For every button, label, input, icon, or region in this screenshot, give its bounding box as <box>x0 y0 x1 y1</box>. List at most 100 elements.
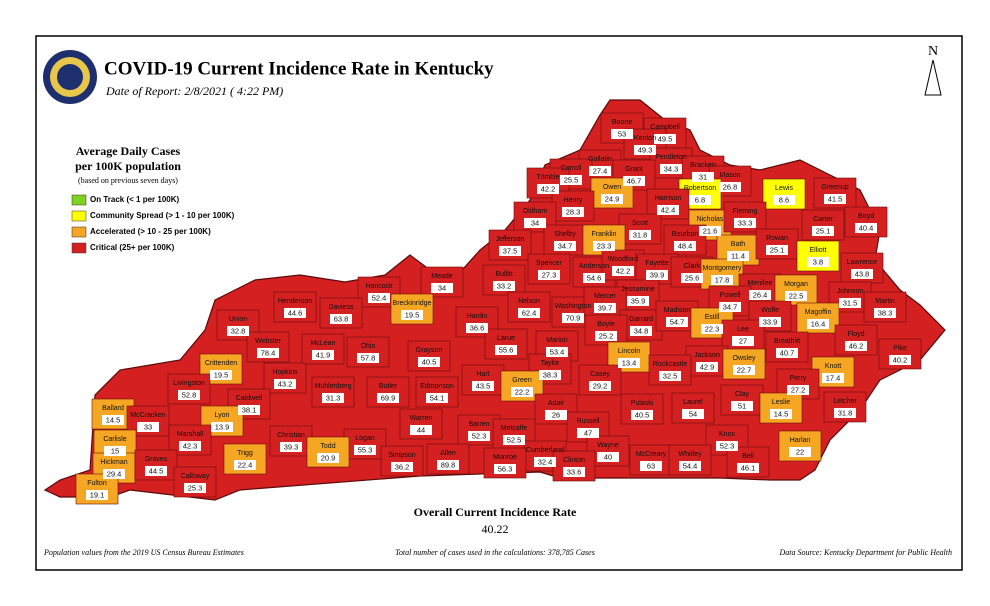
county-name: Hancock <box>365 283 393 290</box>
county-name: Lawrence <box>847 259 877 266</box>
county-name: Clay <box>735 391 750 398</box>
county-rate: 31.8 <box>633 230 648 239</box>
county-rate: 40.2 <box>893 355 908 364</box>
county-rate: 8.6 <box>779 195 789 204</box>
rate-box <box>701 324 723 334</box>
county-name: Fleming <box>733 208 758 215</box>
county-rate: 42.2 <box>541 184 556 193</box>
county-name: Warren <box>410 415 433 422</box>
legend-swatch <box>71 226 87 238</box>
county-rate: 27 <box>739 336 747 345</box>
rate-box <box>785 291 807 301</box>
county-rate: 34.3 <box>664 164 679 173</box>
seal <box>43 50 97 104</box>
county-name: Bracken <box>690 162 716 169</box>
rate-box <box>524 218 546 228</box>
rate-box <box>716 441 738 451</box>
county-rate: 46.1 <box>741 463 756 472</box>
rate-box <box>807 257 829 267</box>
county-rate: 43.2 <box>278 379 293 388</box>
rate-box <box>511 387 533 397</box>
county-name: McLean <box>311 340 336 347</box>
rate-box <box>401 310 423 320</box>
rate-box <box>719 302 741 312</box>
county-rate: 34.7 <box>723 302 738 311</box>
legend-label: Accelerated (> 10 - 25 per 100K) <box>90 227 211 236</box>
county-rate: 41.9 <box>316 350 331 359</box>
rate-box <box>733 365 755 375</box>
rate-box <box>104 446 126 456</box>
county-rate: 22.2 <box>515 387 530 396</box>
county-name: Powell <box>720 292 741 299</box>
county-name: Washington <box>555 303 592 310</box>
rate-box <box>102 415 124 425</box>
rate-box <box>766 245 788 255</box>
rate-box <box>627 296 649 306</box>
county-name: McCreary <box>636 451 667 458</box>
rate-box <box>594 303 616 313</box>
rate-box <box>494 464 516 474</box>
rate-box <box>689 195 711 205</box>
county-rate: 23.3 <box>597 241 612 250</box>
county-rate: 40.5 <box>422 357 437 366</box>
rate-box <box>851 269 873 279</box>
county-name: Meade <box>431 273 453 280</box>
county-name: Gallatin <box>588 156 612 163</box>
county-name: Union <box>229 316 247 323</box>
county-rate: 22.4 <box>238 460 253 469</box>
county-rate: 52.3 <box>720 441 735 450</box>
county-rate: 53.4 <box>550 347 565 356</box>
rate-box <box>368 293 390 303</box>
county-rate: 44 <box>417 425 425 434</box>
county-rate: 40.4 <box>859 223 874 232</box>
county-rate: 32.8 <box>231 326 246 335</box>
rate-box <box>317 453 339 463</box>
county-rate: 55.3 <box>358 445 373 454</box>
county-rate: 36.6 <box>470 323 485 332</box>
county-rate: 27.3 <box>542 270 557 279</box>
rate-box <box>874 308 896 318</box>
county-name: Bullitt <box>495 271 512 278</box>
legend-label: Critical (25+ per 100K) <box>90 243 175 252</box>
rate-box <box>732 336 754 346</box>
legend-label: Community Spread (> 1 - 10 per 100K) <box>90 211 235 220</box>
rate-box <box>178 390 200 400</box>
rate-box <box>577 428 599 438</box>
rate-box <box>776 348 798 358</box>
county-name: Harlan <box>790 437 811 444</box>
rate-box <box>539 370 561 380</box>
rate-box <box>623 176 645 186</box>
rate-box <box>184 483 206 493</box>
legend-swatch <box>71 210 87 222</box>
county-name: Cumberland <box>526 447 564 454</box>
rate-box <box>179 441 201 451</box>
county-name: Clark <box>684 263 701 270</box>
county-rate: 41.5 <box>828 194 843 203</box>
county-rate: 13.9 <box>215 422 230 431</box>
county-name: Nelson <box>518 298 540 305</box>
county-rate: 25.3 <box>188 483 203 492</box>
county-name: Menifee <box>748 280 773 287</box>
county-rate: 28.3 <box>566 207 581 216</box>
county-name: Boyle <box>597 321 615 328</box>
county-rate: 33.3 <box>738 218 753 227</box>
rate-box <box>601 194 623 204</box>
county-rate: 39.7 <box>598 303 613 312</box>
rate-box <box>630 326 652 336</box>
rate-box <box>538 270 560 280</box>
rate-box <box>824 194 846 204</box>
county-name: Oldham <box>523 208 548 215</box>
county-name: Garrard <box>629 316 653 323</box>
county-rate: 25.1 <box>770 245 785 254</box>
county-rate: 54.1 <box>430 393 445 402</box>
county-name: Campbell <box>650 124 680 131</box>
rate-box <box>812 226 834 236</box>
county-name: Ohio <box>361 343 376 350</box>
rate-box <box>692 172 714 182</box>
rate-box <box>889 355 911 365</box>
county-rate: 63 <box>647 461 655 470</box>
county-rate: 52.4 <box>372 293 387 302</box>
county-rate: 26.4 <box>753 290 768 299</box>
rate-box <box>546 347 568 357</box>
rate-box <box>737 463 759 473</box>
